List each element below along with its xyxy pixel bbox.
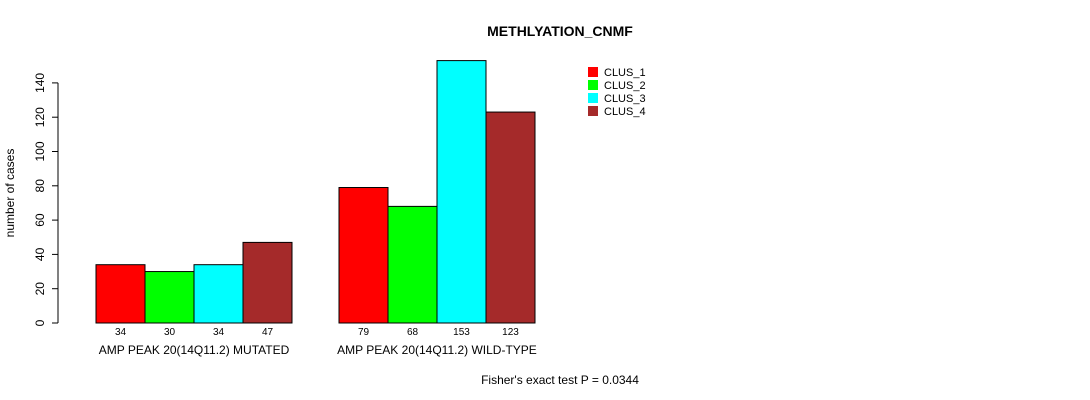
y-tick-label: 80 (33, 179, 47, 193)
bar-clus-1-group-1 (95, 264, 146, 324)
legend-label: CLUS_1 (604, 67, 646, 79)
legend-swatch-clus-2 (588, 80, 598, 90)
bar-clus-4-group-2 (485, 111, 536, 324)
data-label: 79 (358, 327, 370, 338)
data-label: 123 (502, 327, 519, 338)
y-tick-label: 20 (33, 282, 47, 296)
y-tick-label: 140 (33, 73, 47, 93)
fisher-test-annotation: Fisher's exact test P = 0.0344 (481, 373, 639, 387)
bar-clus-3-group-1 (193, 264, 244, 324)
y-tick-label: 0 (33, 319, 47, 326)
data-label: 68 (407, 327, 419, 338)
data-label: 34 (115, 327, 127, 338)
y-tick-label: 100 (33, 141, 47, 161)
legend-label: CLUS_2 (604, 80, 646, 92)
legend-label: CLUS_3 (604, 93, 646, 105)
y-axis: 0 20 40 60 80 100 120 140 (33, 73, 59, 326)
data-labels: 34 30 34 47 79 68 153 123 (115, 327, 519, 338)
bar-clus-4-group-1 (242, 241, 293, 324)
bars (95, 60, 536, 324)
bar-clus-1-group-2 (338, 187, 389, 324)
legend-label: CLUS_4 (604, 106, 646, 118)
legend-swatch-clus-1 (588, 67, 598, 77)
data-label: 30 (164, 327, 176, 338)
bar-clus-3-group-2 (436, 60, 487, 324)
y-tick-label: 120 (33, 107, 47, 127)
y-tick-label: 60 (33, 213, 47, 227)
data-label: 47 (262, 327, 274, 338)
y-axis-label: number of cases (3, 149, 17, 238)
y-tick-label: 40 (33, 247, 47, 261)
bar-clus-2-group-2 (387, 205, 438, 324)
legend-swatch-clus-3 (588, 93, 598, 103)
group-labels: AMP PEAK 20(14Q11.2) MUTATED AMP PEAK 20(… (99, 343, 537, 357)
category-label: AMP PEAK 20(14Q11.2) WILD-TYPE (337, 343, 537, 357)
chart-title: METHLYATION_CNMF (487, 23, 633, 39)
legend-swatch-clus-4 (588, 106, 598, 116)
data-label: 153 (453, 327, 470, 338)
data-label: 34 (213, 327, 225, 338)
bar-clus-2-group-1 (144, 271, 195, 324)
category-label: AMP PEAK 20(14Q11.2) MUTATED (99, 343, 290, 357)
